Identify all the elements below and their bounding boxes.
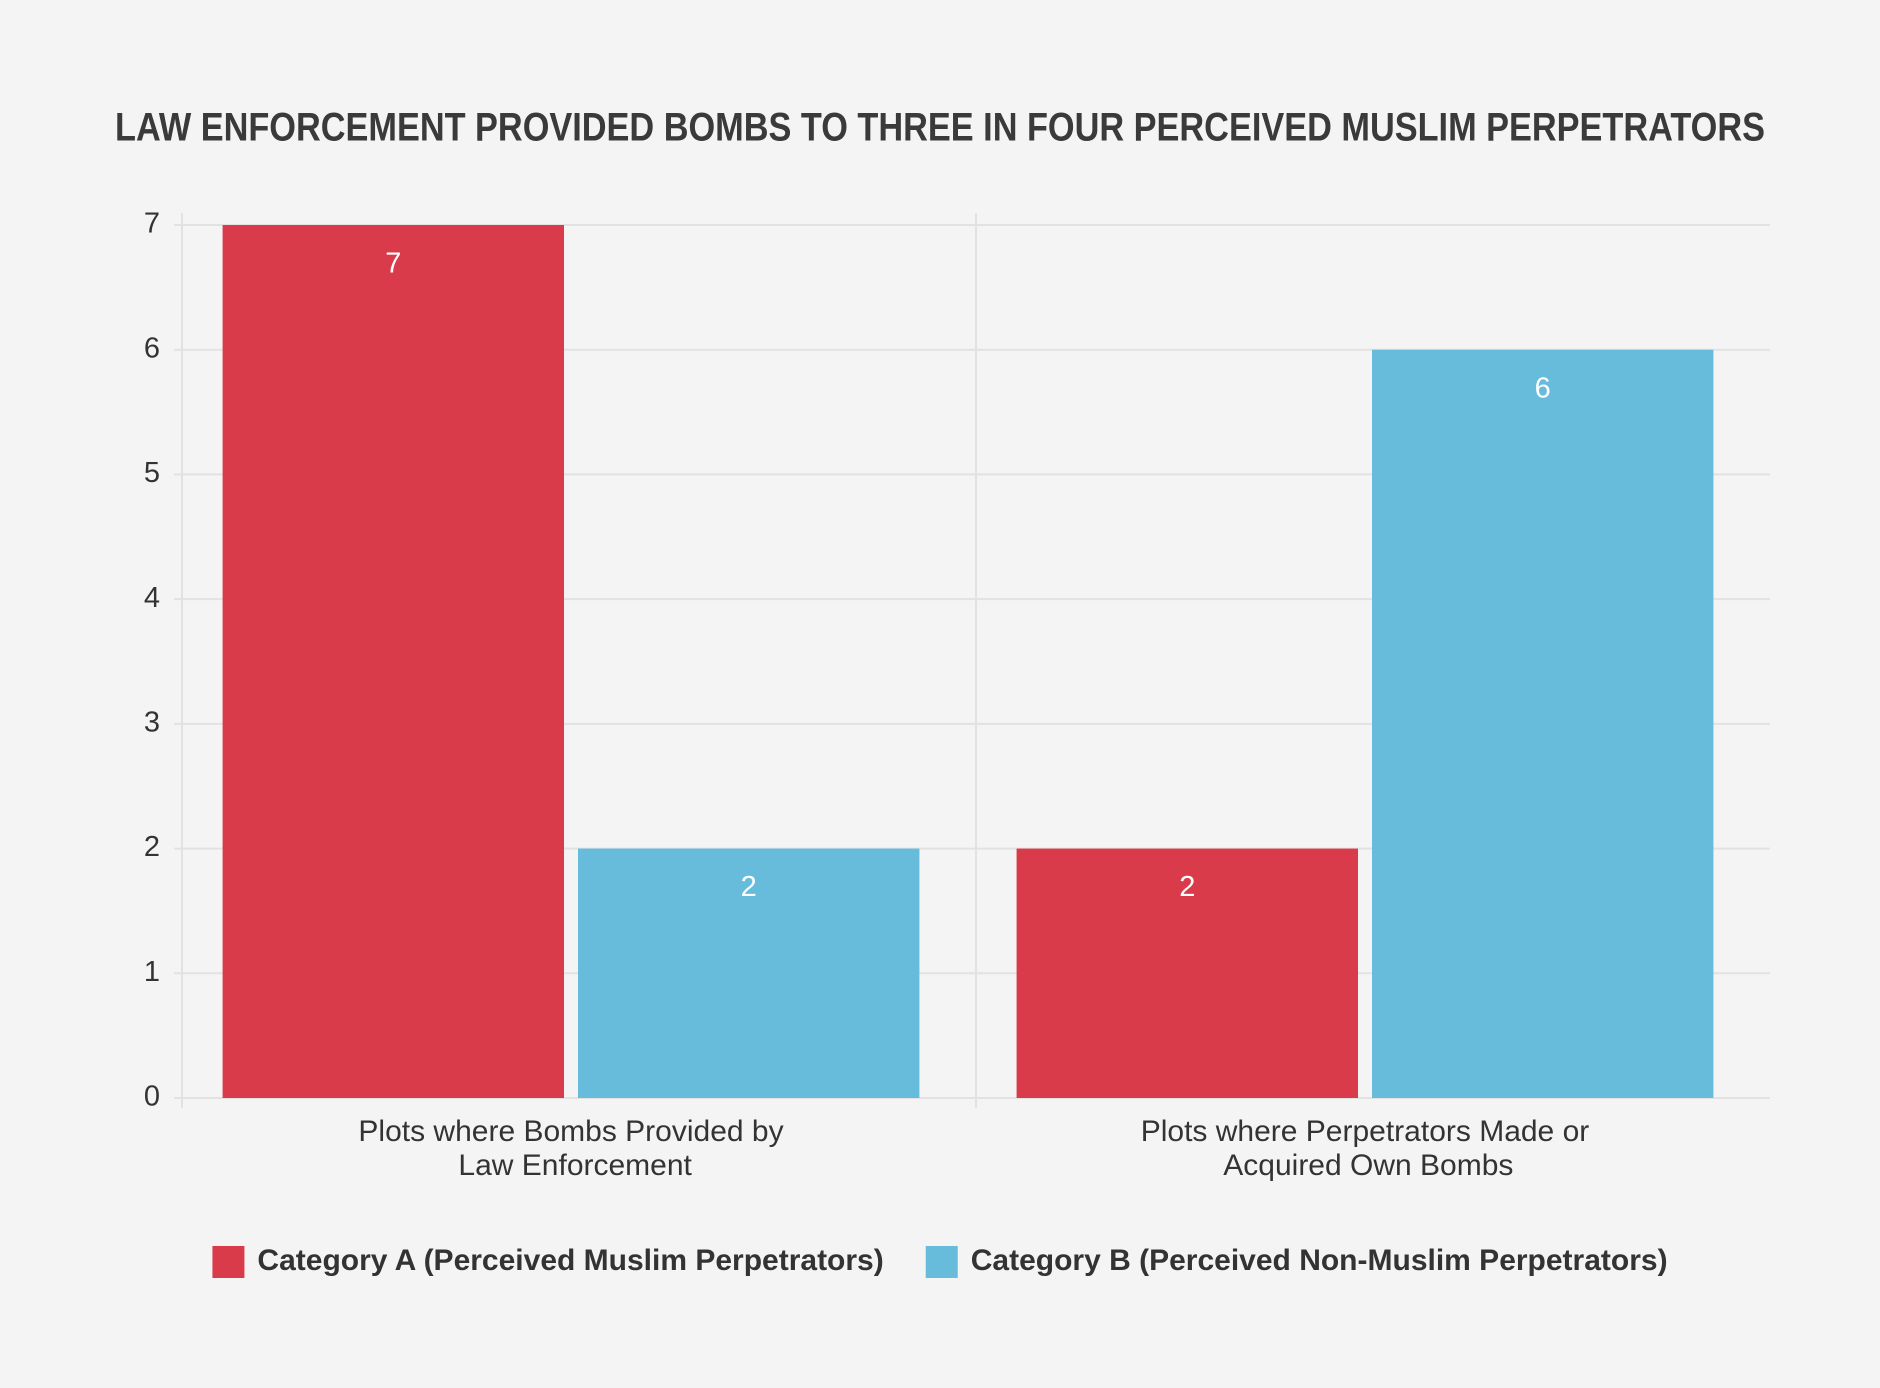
bar [578, 848, 920, 1098]
bar [1372, 349, 1714, 1098]
legend-swatch [925, 1246, 958, 1278]
legend-swatch [212, 1246, 245, 1278]
value-label: 6 [1535, 372, 1551, 404]
y-tick-label: 7 [144, 208, 160, 240]
y-tick-label: 5 [144, 457, 160, 489]
legend-label: Category A (Perceived Muslim Perpetrator… [257, 1244, 883, 1277]
legend-item: Category A (Perceived Muslim Perpetrator… [212, 1244, 884, 1278]
value-label: 2 [741, 871, 757, 903]
legend-item: Category B (Perceived Non-Muslim Perpetr… [925, 1244, 1668, 1278]
y-tick-label: 1 [144, 956, 160, 988]
y-tick-label: 6 [144, 332, 160, 364]
value-label: 7 [385, 248, 401, 280]
x-tick-label: Plots where Perpetrators Made or Acquire… [1141, 1115, 1590, 1182]
y-tick-label: 2 [144, 831, 160, 863]
chart-title: LAW ENFORCEMENT PROVIDED BOMBS TO THREE … [115, 106, 1765, 150]
value-label: 2 [1179, 871, 1195, 903]
y-tick-label: 0 [144, 1081, 160, 1113]
bar [222, 225, 564, 1098]
x-tick-label: Plots where Bombs Provided by Law Enforc… [358, 1115, 783, 1182]
bar [1016, 848, 1358, 1098]
legend-label: Category B (Perceived Non-Muslim Perpetr… [971, 1244, 1668, 1277]
y-tick-label: 3 [144, 707, 160, 739]
y-tick-label: 4 [144, 582, 160, 614]
